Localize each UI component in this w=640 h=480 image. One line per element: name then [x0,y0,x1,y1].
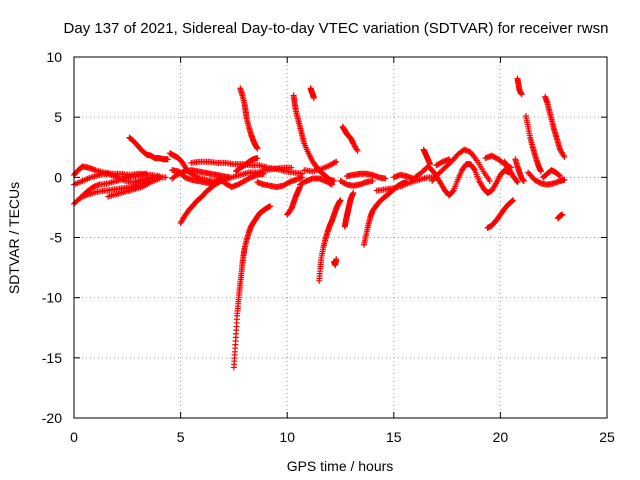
series-arc-27 [337,177,376,189]
series-arc-07 [166,150,190,174]
data-point [510,197,517,204]
x-axis-label: GPS time / hours [287,458,394,474]
series-arc-35 [433,156,453,169]
series-arc-37 [484,197,517,231]
series-arc-10 [177,179,222,227]
series-arc-05 [105,175,163,200]
data-point [354,147,361,154]
series-arc-32 [412,161,512,199]
series-arc-45 [554,211,566,222]
data-point [310,94,317,101]
series-arc-15 [237,85,261,152]
data-point [254,145,261,152]
data-point [328,181,335,188]
data-point [164,156,171,163]
data-point [520,177,527,184]
series-arc-43 [542,93,568,160]
data-point [156,175,163,182]
series-arc-25 [339,123,361,154]
data-point [561,176,568,183]
data-point [337,197,344,204]
series-arc-28 [343,170,389,182]
data-point [449,188,456,195]
data-point [143,170,150,177]
series-arc-22 [296,175,335,188]
y-tick-label: 0 [54,169,62,185]
data-point [537,168,544,175]
data-point [267,203,274,210]
y-tick-label: 10 [46,49,62,65]
data-point [331,159,338,166]
data-point [427,161,434,168]
x-tick-labels: 0 5 10 15 20 25 [70,429,615,445]
data-point [260,170,267,177]
data-point [369,177,376,184]
data-point [513,177,520,184]
data-point [327,180,334,187]
chart-title: Day 137 of 2021, Sidereal Day-to-day VTE… [64,20,609,37]
y-tick-label: -20 [42,410,62,426]
series-arc-29 [360,179,410,248]
series-arc-38 [501,158,521,186]
y-tick-labels: 10 5 0 -5 -10 -15 -20 [42,49,62,426]
data-point [470,165,477,172]
series-arc-20 [307,85,317,101]
y-tick-label: -10 [42,290,62,306]
data-point [382,175,389,182]
x-tick-label: 10 [279,429,295,445]
series-arc-24 [331,256,340,269]
x-tick-label: 0 [70,429,78,445]
data-point [299,174,306,181]
series-arc-33 [420,146,434,168]
y-tick-label: -5 [50,230,63,246]
data-point [333,158,340,165]
x-tick-label: 20 [493,429,509,445]
x-tick-label: 15 [386,429,402,445]
plot-frame [73,56,608,419]
data-point [509,197,516,204]
data-point [333,256,340,263]
data-point [557,173,564,180]
series-arc-34 [429,146,493,184]
series-arc-26 [341,189,357,230]
series-arc-18 [284,183,303,218]
series-arc-31 [390,171,416,182]
series-arc-42 [525,169,568,188]
series-arc-44 [540,167,564,181]
series-arc-41 [522,112,544,175]
data-point [331,177,338,184]
data-point [486,177,493,184]
data-point [514,179,521,186]
series-arc-16 [233,155,261,175]
grid [74,57,607,418]
series-arc-21 [301,158,340,175]
x-tick-label: 5 [177,429,185,445]
series-arc-39 [512,156,527,184]
data-point [559,211,566,218]
data-point [162,174,169,181]
y-axis-label: SDTVAR / TECUs [6,182,22,294]
series-arc-23 [316,197,344,284]
data-point [350,189,357,196]
x-tick-label: 25 [599,429,615,445]
data-point [288,164,295,171]
data-point [518,91,525,98]
series-arc-13 [215,170,267,190]
data-point [561,153,568,160]
data-point [556,172,563,179]
data-point [446,156,453,163]
axis-ticks [73,56,608,419]
series-arc-14 [230,203,274,371]
y-tick-label: -15 [42,350,62,366]
series-arc-06 [126,134,171,163]
series-arc-40 [514,75,525,98]
data-points [71,75,568,371]
data-point [254,155,261,162]
series-arc-17 [254,174,306,190]
y-tick-label: 5 [54,109,62,125]
